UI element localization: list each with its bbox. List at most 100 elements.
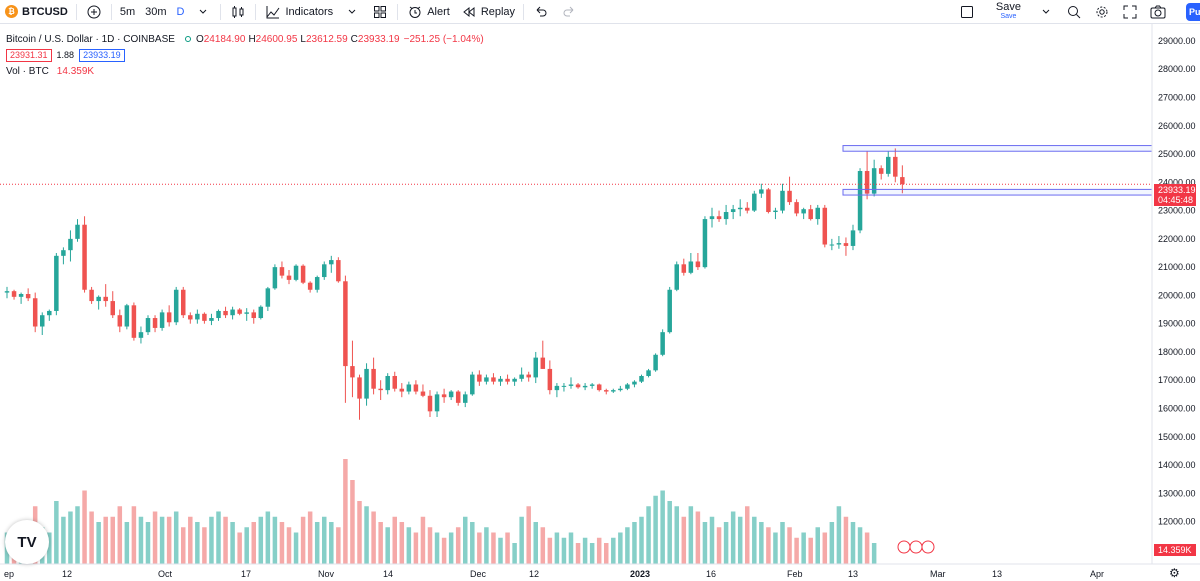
alert-button[interactable]: Alert [401,0,455,24]
candle-body[interactable] [611,390,616,392]
undo-button[interactable] [527,0,555,24]
candle-body[interactable] [477,374,482,382]
candle-body[interactable] [223,310,228,316]
candle-body[interactable] [723,212,729,220]
candle-body[interactable] [505,378,510,382]
candle-body[interactable] [237,309,242,314]
candle-body[interactable] [230,309,235,316]
candle-body[interactable] [131,305,137,338]
candle-body[interactable] [589,384,595,386]
candle-body[interactable] [519,374,524,379]
candle-body[interactable] [470,374,475,395]
candle-body[interactable] [709,216,715,220]
candle-body[interactable] [209,318,214,321]
candle-body[interactable] [441,394,447,398]
candle-body[interactable] [695,261,701,268]
price-axis[interactable]: 29000.00 28000.00 27000.00 26000.00 25000.00… [1158,36,1196,555]
candle-body[interactable] [766,189,771,213]
candle-body[interactable] [413,384,419,392]
candle-body[interactable] [61,250,66,256]
chart-settings-gear-icon[interactable]: ⚙ [1169,566,1180,580]
time-axis[interactable]: ep 12 Oct 17 Nov 14 Dec 12 2023 16 Feb 13 Mar 13 Apr [4,569,1104,579]
candle-body[interactable] [561,385,567,387]
candle-body[interactable] [886,156,891,174]
candle-body[interactable] [759,189,764,194]
chart-type-button[interactable] [224,0,252,24]
candle-body[interactable] [801,209,806,214]
candle-body[interactable] [25,294,31,299]
candle-body[interactable] [371,368,376,389]
candle-body[interactable] [815,207,821,220]
candle-body[interactable] [702,219,708,268]
candle-body[interactable] [307,282,313,290]
candle-body[interactable] [110,301,116,316]
candle-body[interactable] [533,357,539,378]
candle-body[interactable] [745,207,750,211]
candle-body[interactable] [314,277,320,290]
candle-body[interactable] [455,391,461,403]
candle-body[interactable] [399,388,405,392]
lower-zone-rectangle[interactable] [842,188,1153,196]
candle-body[interactable] [737,207,743,210]
candle-body[interactable] [406,384,412,392]
candle-body[interactable] [632,381,637,385]
redo-button[interactable] [555,0,583,24]
volume-title[interactable]: Vol · BTC [6,65,49,77]
candle-body[interactable] [82,224,87,290]
candle-body[interactable] [871,168,877,194]
candle-body[interactable] [547,368,553,391]
interval-dropdown[interactable] [189,0,217,24]
tradingview-logo[interactable]: TV [5,520,49,564]
candle-body[interactable] [32,298,38,327]
candle-body[interactable] [124,305,130,327]
candle-body[interactable] [258,306,264,319]
candle-body[interactable] [202,313,207,321]
candle-body[interactable] [618,388,623,391]
snapshot-button[interactable] [1144,0,1172,24]
candle-body[interactable] [357,377,362,399]
us-flag-event-icon[interactable] [921,540,935,554]
layouts-button[interactable] [366,0,394,24]
candle-body[interactable] [773,210,778,213]
candle-body[interactable] [540,357,546,369]
candle-body[interactable] [625,384,630,389]
candle-body[interactable] [900,177,905,185]
candle-body[interactable] [188,315,193,320]
interval-30m[interactable]: 30m [140,0,171,24]
us-flag-event-icon[interactable] [897,540,911,554]
us-flag-event-icon[interactable] [909,540,923,554]
candle-body[interactable] [836,243,842,245]
candle-body[interactable] [716,216,722,220]
candle-body[interactable] [279,267,285,276]
candle-body[interactable] [787,190,792,203]
candle-body[interactable] [293,265,299,280]
candle-body[interactable] [378,388,383,391]
candle-body[interactable] [364,368,369,399]
candle-body[interactable] [526,374,531,378]
candle-body[interactable] [660,332,665,355]
candle-body[interactable] [272,267,278,289]
candle-body[interactable] [18,294,24,297]
interval-5m[interactable]: 5m [115,0,140,24]
candle-body[interactable] [145,318,151,333]
candle-body[interactable] [808,209,813,220]
candle-body[interactable] [350,366,355,378]
candle-body[interactable] [47,310,52,316]
save-button[interactable]: Save Save [991,0,1026,24]
candle-body[interactable] [322,264,327,278]
candle-body[interactable] [829,244,835,246]
candle-body[interactable] [329,260,334,265]
candle-body[interactable] [216,310,221,319]
candle-body[interactable] [667,289,672,333]
fullscreen-button[interactable] [1116,0,1144,24]
candle-body[interactable] [195,313,200,320]
fullscreen-toggle[interactable] [953,0,981,24]
candle-body[interactable] [864,171,870,194]
candle-body[interactable] [554,385,560,391]
candle-body[interactable] [96,296,101,302]
candle-body[interactable] [463,394,468,403]
candle-body[interactable] [596,384,602,391]
candle-body[interactable] [286,275,292,280]
publish-button[interactable]: Pu [1186,3,1200,21]
candle-body[interactable] [181,289,186,316]
